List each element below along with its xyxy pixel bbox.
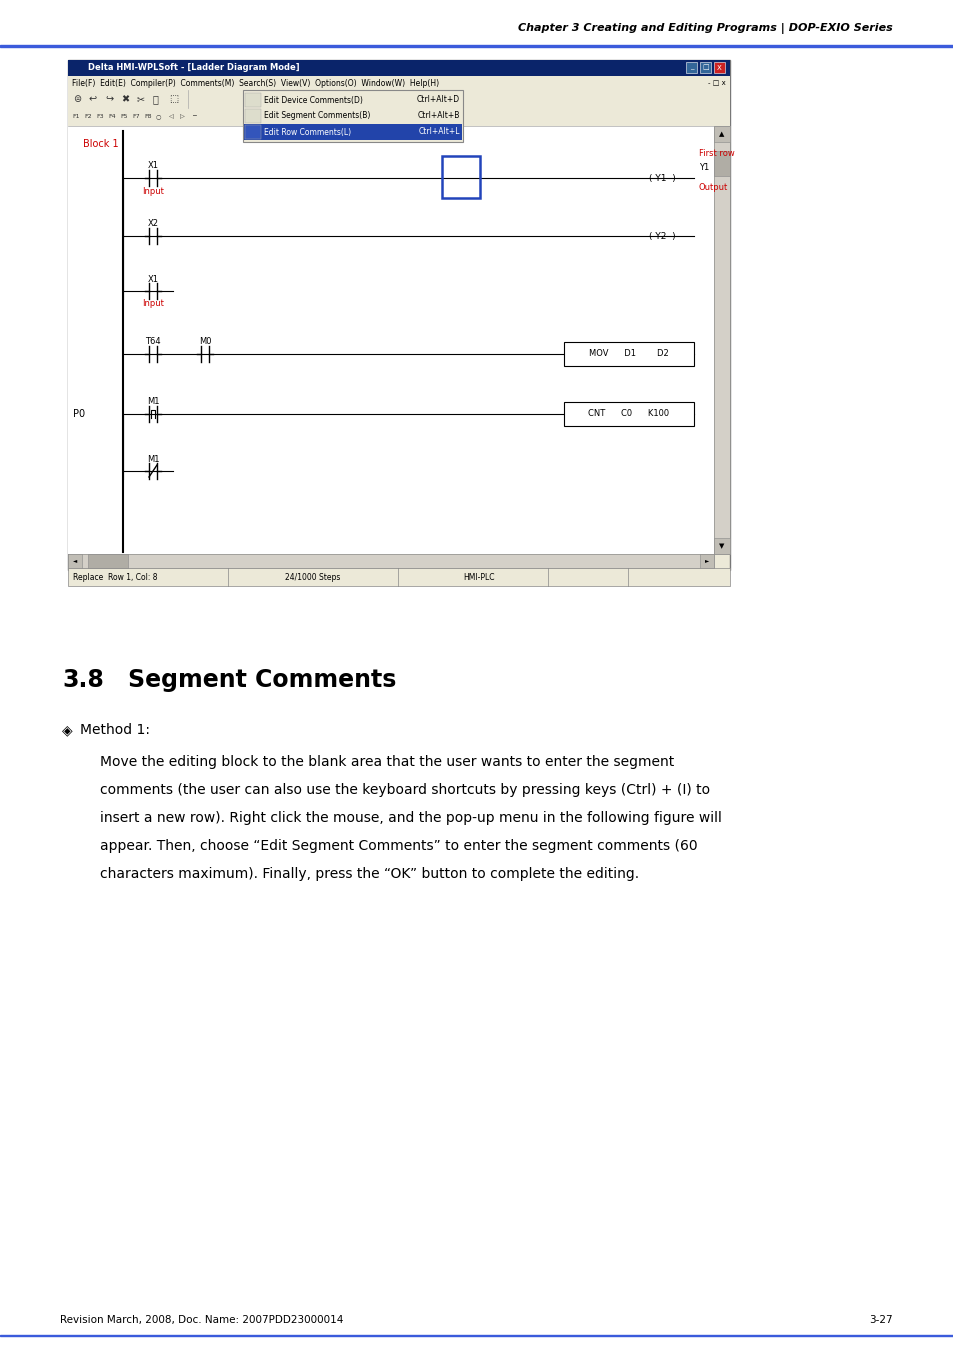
Bar xyxy=(245,93,261,107)
Text: Edit Row Comments(L): Edit Row Comments(L) xyxy=(264,127,351,136)
Text: X1: X1 xyxy=(148,274,158,284)
Bar xyxy=(441,155,479,199)
Text: F5: F5 xyxy=(120,115,128,119)
Text: M1: M1 xyxy=(147,454,159,463)
Text: X: X xyxy=(717,65,721,70)
Text: ◈: ◈ xyxy=(62,723,72,738)
Bar xyxy=(713,538,729,554)
Text: appear. Then, choose “Edit Segment Comments” to enter the segment comments (60: appear. Then, choose “Edit Segment Comme… xyxy=(100,839,697,852)
Bar xyxy=(243,91,462,142)
Bar xyxy=(245,109,261,123)
Bar xyxy=(563,403,693,426)
Text: □: □ xyxy=(701,65,708,70)
Text: ►: ► xyxy=(704,558,708,563)
Bar xyxy=(68,91,729,108)
Text: Segment Comments: Segment Comments xyxy=(128,667,395,692)
Text: F7: F7 xyxy=(132,115,139,119)
Text: comments (the user can also use the keyboard shortcuts by pressing keys (Ctrl) +: comments (the user can also use the keyb… xyxy=(100,784,709,797)
Text: ◁: ◁ xyxy=(168,115,172,119)
Text: M1: M1 xyxy=(147,397,159,407)
Text: Move the editing block to the blank area that the user wants to enter the segmen: Move the editing block to the blank area… xyxy=(100,755,674,769)
Bar xyxy=(68,126,713,554)
Text: F4: F4 xyxy=(108,115,115,119)
Text: 3.8: 3.8 xyxy=(62,667,104,692)
Bar xyxy=(700,62,710,73)
Bar xyxy=(713,151,729,176)
Text: ( Y2  ): ( Y2 ) xyxy=(648,231,675,240)
Text: characters maximum). Finally, press the “OK” button to complete the editing.: characters maximum). Finally, press the … xyxy=(100,867,639,881)
Text: ⬚: ⬚ xyxy=(169,95,178,104)
Text: Block 1: Block 1 xyxy=(83,139,118,149)
Bar xyxy=(244,124,461,141)
Text: P0: P0 xyxy=(73,409,85,419)
Text: Ctrl+Alt+L: Ctrl+Alt+L xyxy=(418,127,459,136)
Text: Edit Device Comments(D): Edit Device Comments(D) xyxy=(264,96,362,104)
Text: insert a new row). Right click the mouse, and the pop-up menu in the following f: insert a new row). Right click the mouse… xyxy=(100,811,721,825)
Text: Input: Input xyxy=(142,186,164,196)
Text: F3: F3 xyxy=(96,115,104,119)
Text: ○: ○ xyxy=(156,115,161,119)
Text: CNT      C0      K100: CNT C0 K100 xyxy=(588,409,669,419)
Bar xyxy=(68,554,713,567)
Text: File(F)  Edit(E)  Compiler(P)  Comments(M)  Search(S)  View(V)  Options(O)  Wind: File(F) Edit(E) Compiler(P) Comments(M) … xyxy=(71,78,438,88)
Text: Chapter 3 Creating and Editing Programs | DOP-EXIO Series: Chapter 3 Creating and Editing Programs … xyxy=(517,23,892,34)
Bar xyxy=(68,554,82,567)
Text: ✂: ✂ xyxy=(137,95,145,104)
Bar xyxy=(88,554,128,567)
Bar xyxy=(0,1335,953,1336)
Bar xyxy=(700,554,713,567)
Text: First row: First row xyxy=(699,149,734,158)
Text: Revision March, 2008, Doc. Name: 2007PDD23000014: Revision March, 2008, Doc. Name: 2007PDD… xyxy=(60,1315,343,1325)
Text: T64: T64 xyxy=(145,338,161,346)
Bar xyxy=(685,62,697,73)
Bar xyxy=(68,59,729,76)
Text: 3-27: 3-27 xyxy=(868,1315,892,1325)
Text: ⧉: ⧉ xyxy=(152,95,159,104)
Bar xyxy=(713,126,729,554)
Text: Edit Segment Comments(B): Edit Segment Comments(B) xyxy=(264,112,370,120)
Text: F1: F1 xyxy=(71,115,79,119)
Text: Ctrl+Alt+D: Ctrl+Alt+D xyxy=(416,96,459,104)
Bar xyxy=(245,126,261,139)
Text: 24/1000 Steps: 24/1000 Steps xyxy=(285,573,340,581)
Bar xyxy=(0,45,953,47)
Text: - □ x: - □ x xyxy=(707,80,725,86)
Text: ⊜: ⊜ xyxy=(73,95,81,104)
Bar xyxy=(68,567,729,586)
Bar xyxy=(713,62,724,73)
Text: ─: ─ xyxy=(192,115,195,119)
Text: ( Y1  ): ( Y1 ) xyxy=(648,173,675,182)
Text: ↩: ↩ xyxy=(89,95,97,104)
Text: X1: X1 xyxy=(148,162,158,170)
Text: Input: Input xyxy=(142,300,164,308)
Text: ✖: ✖ xyxy=(121,95,129,104)
Text: Replace  Row 1, Col: 8: Replace Row 1, Col: 8 xyxy=(73,573,157,581)
Text: Y1: Y1 xyxy=(699,163,708,173)
Text: ▷: ▷ xyxy=(180,115,185,119)
Text: ◄: ◄ xyxy=(72,558,77,563)
Text: Output: Output xyxy=(699,184,727,192)
Text: M0: M0 xyxy=(198,338,211,346)
Text: Method 1:: Method 1: xyxy=(80,723,150,738)
Text: ▲: ▲ xyxy=(719,131,724,136)
Bar xyxy=(68,59,729,570)
Text: ↪: ↪ xyxy=(105,95,113,104)
Text: F2: F2 xyxy=(84,115,91,119)
Text: MOV      D1        D2: MOV D1 D2 xyxy=(589,350,668,358)
Bar xyxy=(563,342,693,366)
Text: Delta HMI-WPLSoft - [Ladder Diagram Mode]: Delta HMI-WPLSoft - [Ladder Diagram Mode… xyxy=(88,63,299,73)
Text: HMI-PLC: HMI-PLC xyxy=(462,573,494,581)
Text: ▼: ▼ xyxy=(719,543,724,549)
Bar xyxy=(68,108,729,126)
Bar xyxy=(68,76,729,91)
Text: Ctrl+Alt+B: Ctrl+Alt+B xyxy=(417,112,459,120)
Text: X2: X2 xyxy=(148,219,158,228)
Text: _: _ xyxy=(689,65,693,70)
Text: F8: F8 xyxy=(144,115,152,119)
Bar xyxy=(713,126,729,142)
